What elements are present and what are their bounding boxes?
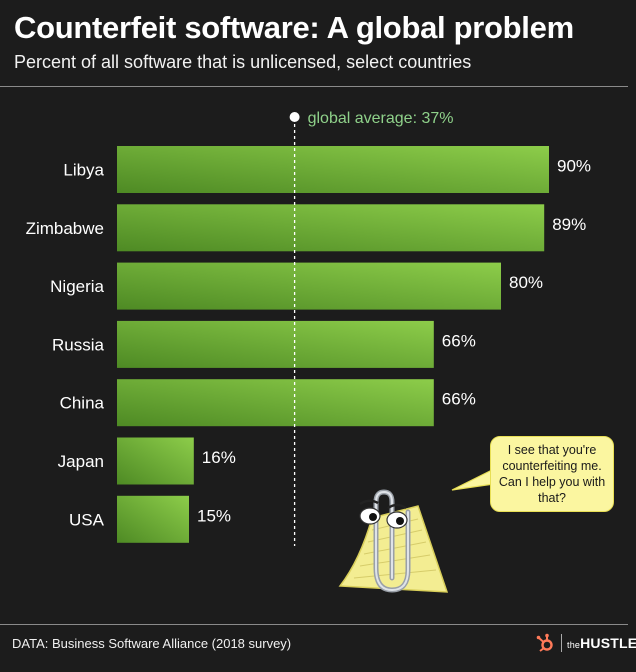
bar-japan	[117, 437, 194, 485]
global-average-label: global average: 37%	[308, 110, 454, 127]
brand-name: theHUSTLE	[567, 635, 636, 651]
value-label: 66%	[442, 390, 476, 409]
bar-zimbabwe	[117, 204, 545, 252]
hubspot-sprocket-icon	[536, 633, 553, 652]
bar-china	[117, 379, 434, 427]
category-label: China	[60, 394, 105, 413]
bar-chart: Libya 90% Zimbabwe 89% Nigeria 80% Russia 66% Ch…	[26, 110, 591, 593]
value-label: 15%	[197, 506, 231, 525]
bottom-divider	[0, 624, 628, 625]
category-label: USA	[69, 510, 105, 529]
top-divider	[0, 86, 628, 87]
brand-logo: theHUSTLE	[536, 632, 636, 654]
paperclip-assistant-icon	[338, 469, 495, 593]
category-label: Japan	[58, 452, 104, 471]
chart-subtitle: Percent of all software that is unlicens…	[14, 52, 472, 72]
global-average-marker	[289, 112, 300, 122]
value-label: 66%	[442, 331, 476, 350]
data-source: DATA: Business Software Alliance (2018 s…	[12, 636, 292, 651]
speech-bubble: I see that you're counterfeiting me. Can…	[490, 436, 614, 512]
bar-russia	[117, 320, 434, 368]
category-label: Zimbabwe	[26, 219, 104, 238]
value-label: 80%	[509, 273, 543, 292]
bar-usa	[117, 495, 189, 543]
bar-nigeria	[117, 262, 501, 310]
value-label: 90%	[557, 157, 591, 176]
chart-title: Counterfeit software: A global problem	[14, 10, 574, 45]
bar-libya	[117, 146, 549, 193]
category-label: Libya	[63, 161, 104, 180]
brand-separator	[561, 634, 562, 652]
category-label: Russia	[52, 335, 105, 354]
value-label: 89%	[552, 215, 586, 234]
value-label: 16%	[202, 448, 236, 467]
category-label: Nigeria	[50, 277, 104, 296]
